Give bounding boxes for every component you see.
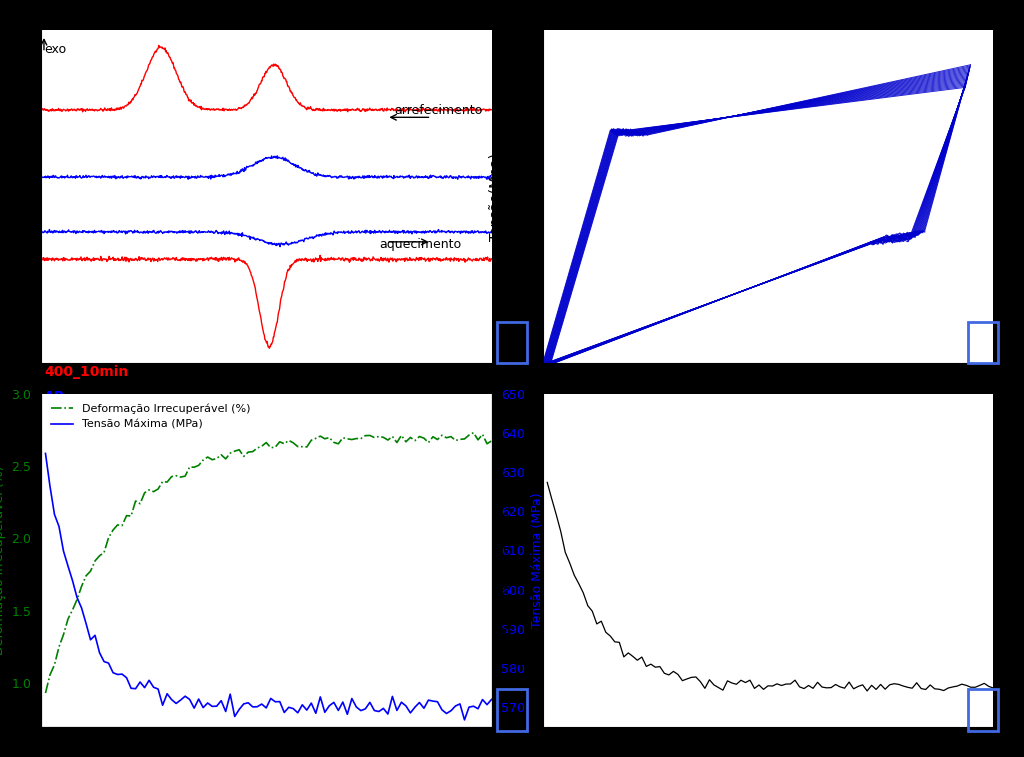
Y-axis label: Deformação Irrecuperável (%): Deformação Irrecuperável (%) bbox=[0, 466, 6, 655]
Legend: Deformação Irrecuperável (%), Tensão Máxima (MPa): Deformação Irrecuperável (%), Tensão Máx… bbox=[46, 399, 255, 435]
Y-axis label: Tensão Máxima (MPa): Tensão Máxima (MPa) bbox=[530, 492, 544, 628]
Y-axis label: Energia absorvida/ciclo (MJ/m³): Energia absorvida/ciclo (MJ/m³) bbox=[499, 463, 512, 658]
X-axis label: Extensão (%): Extensão (%) bbox=[722, 391, 814, 406]
X-axis label: Temperatura (ºC): Temperatura (ºC) bbox=[206, 391, 327, 406]
X-axis label: Número de ciclos: Número de ciclos bbox=[708, 755, 828, 757]
Y-axis label: Tensão(Mpa): Tensão(Mpa) bbox=[489, 153, 504, 241]
Text: aquecimento: aquecimento bbox=[379, 238, 461, 251]
Text: arrefecimento: arrefecimento bbox=[394, 104, 482, 117]
Text: exo: exo bbox=[44, 42, 67, 55]
X-axis label: Número de ciclos: Número de ciclos bbox=[206, 755, 327, 757]
Text: AR: AR bbox=[44, 391, 66, 404]
Y-axis label: Fluxo de calor (mW/mg): Fluxo de calor (mW/mg) bbox=[22, 114, 36, 280]
Text: 400_10min: 400_10min bbox=[44, 366, 128, 379]
